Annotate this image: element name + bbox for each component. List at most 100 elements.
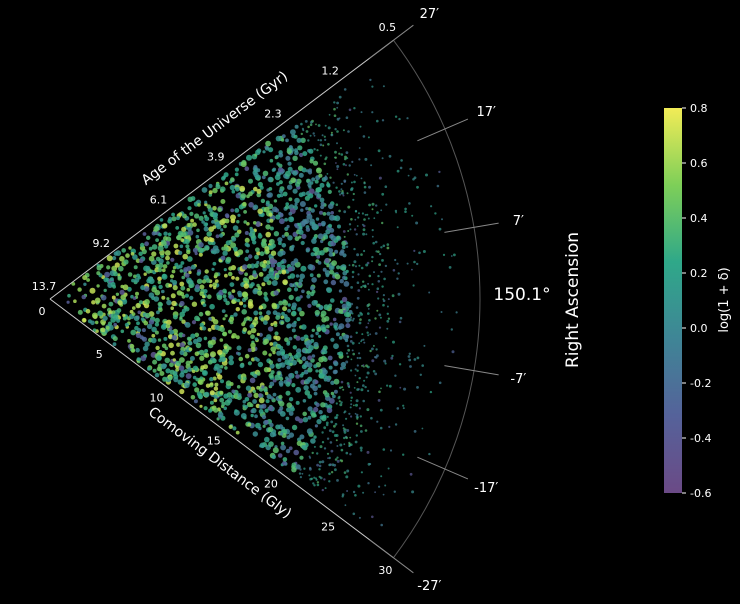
galaxy-point <box>448 266 452 269</box>
galaxy-point <box>207 294 212 300</box>
galaxy-point <box>234 208 240 213</box>
galaxy-point <box>328 248 334 253</box>
galaxy-point <box>349 453 352 456</box>
galaxy-point <box>331 430 335 434</box>
galaxy-point <box>129 309 134 314</box>
galaxy-point <box>209 303 215 310</box>
galaxy-point <box>195 234 200 239</box>
galaxy-point <box>86 278 90 282</box>
galaxy-point <box>338 289 342 293</box>
galaxy-point <box>237 213 241 217</box>
galaxy-point <box>275 424 281 430</box>
galaxy-point <box>275 214 281 220</box>
galaxy-point <box>247 330 252 335</box>
galaxy-point <box>228 359 234 366</box>
galaxy-point <box>151 244 158 250</box>
galaxy-point <box>275 135 282 142</box>
galaxy-point <box>270 263 276 268</box>
galaxy-point <box>184 293 189 298</box>
galaxy-point <box>335 186 338 189</box>
galaxy-point <box>212 206 217 211</box>
galaxy-point <box>323 135 326 138</box>
galaxy-point <box>335 162 337 164</box>
galaxy-point <box>272 310 278 316</box>
galaxy-point <box>214 279 219 283</box>
galaxy-point <box>173 373 179 379</box>
galaxy-point <box>270 250 277 256</box>
distance-tick-label: 10 <box>149 391 163 404</box>
galaxy-point <box>256 188 262 194</box>
galaxy-point <box>371 111 374 114</box>
galaxy-point <box>200 388 205 394</box>
galaxy-point <box>296 178 302 184</box>
galaxy-point <box>269 245 274 250</box>
galaxy-point <box>216 223 222 230</box>
galaxy-point <box>339 403 343 407</box>
galaxy-point <box>353 387 356 389</box>
galaxy-point <box>355 403 358 407</box>
galaxy-point <box>363 365 365 368</box>
galaxy-point <box>100 294 107 301</box>
galaxy-point <box>320 201 325 206</box>
galaxy-point <box>360 286 363 289</box>
galaxy-point <box>294 223 298 227</box>
colorbar-tick-label: -0.6 <box>690 487 711 500</box>
galaxy-point <box>208 190 213 195</box>
galaxy-point <box>316 149 319 152</box>
galaxy-point <box>298 359 303 364</box>
galaxy-point <box>422 250 426 253</box>
galaxy-point <box>318 464 322 468</box>
galaxy-point <box>358 342 361 345</box>
galaxy-point <box>346 469 350 473</box>
galaxy-point <box>172 266 177 270</box>
galaxy-point <box>334 128 337 131</box>
galaxy-point <box>276 182 280 186</box>
galaxy-point <box>131 348 136 353</box>
galaxy-point <box>365 233 368 236</box>
galaxy-point <box>313 148 316 151</box>
galaxy-point <box>378 252 382 256</box>
galaxy-point <box>288 411 294 416</box>
galaxy-point <box>102 331 106 336</box>
galaxy-point <box>125 253 130 258</box>
galaxy-point <box>151 326 157 333</box>
galaxy-point <box>311 238 317 244</box>
galaxy-point <box>316 273 321 278</box>
colorbar-tick-label: 0.2 <box>690 267 708 280</box>
galaxy-point <box>242 201 247 207</box>
galaxy-point <box>265 399 270 404</box>
galaxy-point <box>430 205 433 208</box>
galaxy-point <box>416 262 419 266</box>
galaxy-point <box>347 384 351 388</box>
galaxy-point <box>364 429 368 432</box>
galaxy-point <box>387 298 390 301</box>
galaxy-point <box>232 426 237 431</box>
galaxy-point <box>268 360 274 365</box>
galaxy-point <box>184 272 190 278</box>
galaxy-point <box>178 212 183 217</box>
galaxy-point <box>143 286 150 292</box>
galaxy-point <box>161 240 167 246</box>
galaxy-point <box>333 107 336 111</box>
galaxy-point <box>341 303 347 309</box>
galaxy-point <box>199 291 204 297</box>
galaxy-point <box>205 310 211 316</box>
galaxy-point <box>203 236 209 242</box>
galaxy-point <box>376 287 380 291</box>
galaxy-point <box>217 374 223 380</box>
galaxy-point <box>231 275 235 280</box>
galaxy-point <box>306 294 311 299</box>
galaxy-point <box>173 243 179 249</box>
galaxy-point <box>371 229 374 232</box>
galaxy-point <box>440 311 443 313</box>
galaxy-point <box>277 250 284 257</box>
galaxy-point <box>421 427 424 430</box>
galaxy-point <box>264 419 269 425</box>
galaxy-point <box>100 327 106 333</box>
galaxy-point <box>398 363 402 366</box>
galaxy-point <box>307 362 313 368</box>
galaxy-point <box>182 253 188 260</box>
galaxy-point <box>351 341 355 345</box>
galaxy-point <box>324 392 330 398</box>
galaxy-point <box>209 284 213 288</box>
